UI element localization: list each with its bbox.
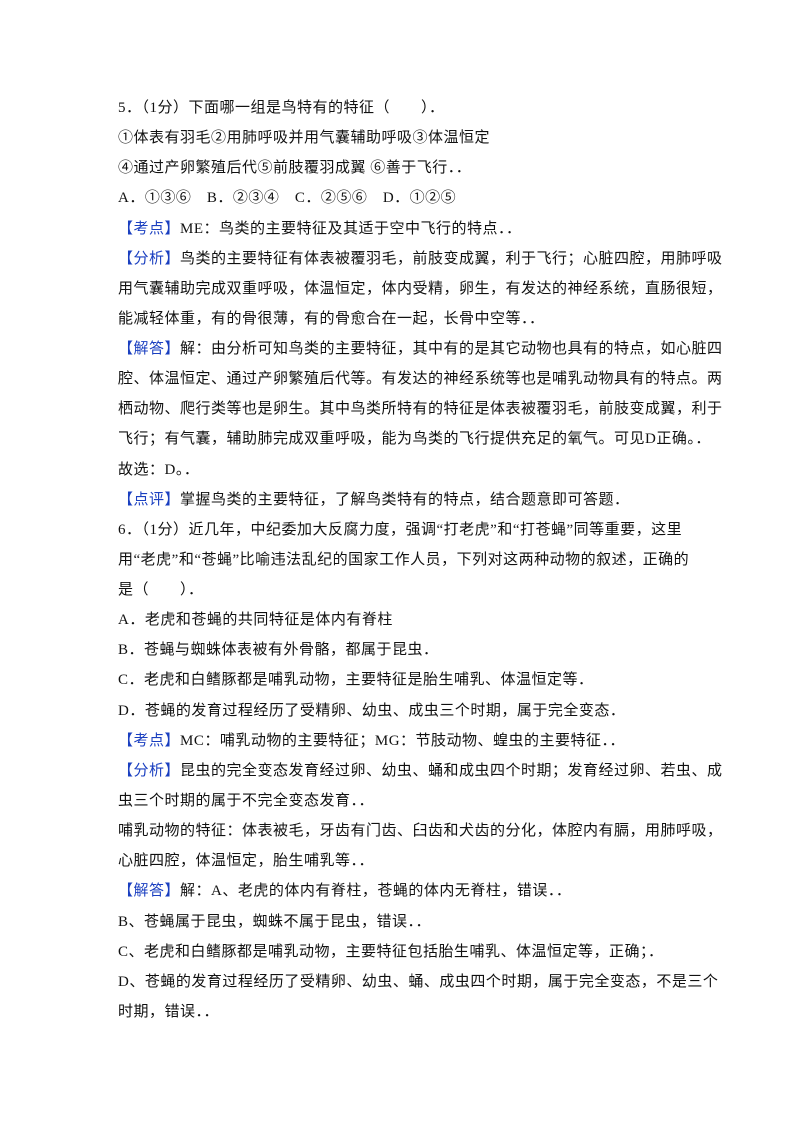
line-text: 掌握鸟类的主要特征，了解鸟类特有的特点，结合题意即可答题． bbox=[180, 491, 630, 508]
text-line: 飞行；有气囊，辅助肺完成双重呼吸，能为鸟类的飞行提供充足的氧气。可见D正确。． bbox=[118, 427, 710, 451]
text-line: 6．（1分）近几年，中纪委加大反腐力度，强调“打老虎”和“打苍蝇”同等重要，这里 bbox=[118, 518, 688, 542]
text-line: 哺乳动物的特征：体表被毛，牙齿有门齿、臼齿和犬齿的分化，体腔内有膈，用肺呼吸， bbox=[118, 819, 722, 843]
text-line: B．苍蝇与蜘蛛体表被有外骨骼，都属于昆虫． bbox=[118, 638, 688, 662]
text-line: 5．（1分）下面哪一组是鸟特有的特征（ ）． bbox=[118, 96, 688, 120]
text-line: 心脏四腔，体温恒定，胎生哺乳等．． bbox=[118, 849, 688, 873]
text-line: C．老虎和白鳍豚都是哺乳动物，主要特征是胎生哺乳、体温恒定等． bbox=[118, 668, 688, 692]
section-tag: 【分析】 bbox=[118, 762, 181, 779]
line-text: 栖动物、爬行类等也是卵生。其中鸟类所特有的特征是体表被覆羽毛，前肢变成翼，利于 bbox=[118, 401, 723, 418]
line-text: D．苍蝇的发育过程经历了受精卵、幼虫、成虫三个时期，属于完全变态． bbox=[118, 702, 626, 719]
line-text: A．①③⑥ B．②③④ C．②⑤⑥ D．①②⑤ bbox=[118, 190, 457, 207]
text-line: 【分析】昆虫的完全变态发育经过卵、幼虫、蛹和成虫四个时期；发育经过卵、若虫、成 bbox=[118, 759, 722, 783]
text-line: 栖动物、爬行类等也是卵生。其中鸟类所特有的特征是体表被覆羽毛，前肢变成翼，利于 bbox=[118, 397, 722, 421]
line-text: ④通过产卵繁殖后代⑤前肢覆羽成翼 ⑥善于飞行．． bbox=[118, 160, 472, 177]
line-text: 飞行；有气囊，辅助肺完成双重呼吸，能为鸟类的飞行提供充足的氧气。可见D正确。． bbox=[118, 431, 711, 448]
line-text: 故选：D。． bbox=[118, 461, 200, 478]
text-line: 用气囊辅助完成双重呼吸，体温恒定，体内受精，卵生，有发达的神经系统，直肠很短， bbox=[118, 277, 722, 301]
text-line: 【分析】鸟类的主要特征有体表被覆羽毛，前肢变成翼，利于飞行；心脏四腔，用肺呼吸 bbox=[118, 247, 722, 271]
line-text: B、苍蝇属于昆虫，蜘蛛不属于昆虫，错误．． bbox=[118, 913, 432, 930]
line-text: A．老虎和苍蝇的共同特征是体内有脊柱 bbox=[118, 612, 393, 629]
section-tag: 【解答】 bbox=[118, 883, 181, 900]
line-text: 6．（1分）近几年，中纪委加大反腐力度，强调“打老虎”和“打苍蝇”同等重要，这里 bbox=[118, 521, 683, 538]
line-text: ①体表有羽毛②用肺呼吸并用气囊辅助呼吸③体温恒定 bbox=[118, 130, 491, 147]
section-tag: 【分析】 bbox=[118, 250, 181, 267]
text-line: ④通过产卵繁殖后代⑤前肢覆羽成翼 ⑥善于飞行．． bbox=[118, 156, 688, 180]
line-text: C、老虎和白鳍豚都是哺乳动物，主要特征包括胎生哺乳、体温恒定等，正确；． bbox=[118, 943, 664, 960]
line-text: 用气囊辅助完成双重呼吸，体温恒定，体内受精，卵生，有发达的神经系统，直肠很短， bbox=[118, 280, 723, 297]
line-text: ME：鸟类的主要特征及其适于空中飞行的特点．． bbox=[180, 220, 522, 237]
text-line: D．苍蝇的发育过程经历了受精卵、幼虫、成虫三个时期，属于完全变态． bbox=[118, 699, 688, 723]
text-line: 【解答】解：由分析可知鸟类的主要特征，其中有的是其它动物也具有的特点，如心脏四 bbox=[118, 337, 722, 361]
text-line: 用“老虎”和“苍蝇”比喻违法乱纪的国家工作人员，下列对这两种动物的叙述，正确的 bbox=[118, 548, 690, 572]
line-text: MC：哺乳动物的主要特征；MG：节肢动物、蝗虫的主要特征．． bbox=[180, 732, 626, 749]
line-text: 用“老虎”和“苍蝇”比喻违法乱纪的国家工作人员，下列对这两种动物的叙述，正确的 bbox=[118, 551, 690, 568]
text-line: 虫三个时期的属于不完全变态发育．． bbox=[118, 789, 688, 813]
text-line: 腔、体温恒定、通过产卵繁殖后代等。有发达的神经系统等也是哺乳动物具有的特点。两 bbox=[118, 367, 722, 391]
text-line: 故选：D。． bbox=[118, 458, 688, 482]
line-text: 是（ ）． bbox=[118, 582, 204, 599]
line-text: 解：由分析可知鸟类的主要特征，其中有的是其它动物也具有的特点，如心脏四 bbox=[180, 341, 723, 358]
line-text: 能减轻体重，有的骨很薄，有的骨愈合在一起，长骨中空等．． bbox=[118, 310, 545, 327]
text-line: 能减轻体重，有的骨很薄，有的骨愈合在一起，长骨中空等．． bbox=[118, 307, 688, 331]
line-text: B．苍蝇与蜘蛛体表被有外骨骼，都属于昆虫． bbox=[118, 642, 439, 659]
text-line: C、老虎和白鳍豚都是哺乳动物，主要特征包括胎生哺乳、体温恒定等，正确；． bbox=[118, 940, 688, 964]
text-line: 【考点】MC：哺乳动物的主要特征；MG：节肢动物、蝗虫的主要特征．． bbox=[118, 729, 688, 753]
line-text: D、苍蝇的发育过程经历了受精卵、幼虫、蛹、成虫四个时期，属于完全变态，不是三个 bbox=[118, 973, 719, 990]
line-text: 腔、体温恒定、通过产卵繁殖后代等。有发达的神经系统等也是哺乳动物具有的特点。两 bbox=[118, 371, 723, 388]
text-line: 【点评】掌握鸟类的主要特征，了解鸟类特有的特点，结合题意即可答题． bbox=[118, 488, 688, 512]
text-line: B、苍蝇属于昆虫，蜘蛛不属于昆虫，错误．． bbox=[118, 910, 688, 934]
line-text: 时期，错误．． bbox=[118, 1003, 220, 1020]
line-text: 虫三个时期的属于不完全变态发育．． bbox=[118, 792, 375, 809]
text-line: 【解答】解：A、老虎的体内有脊柱，苍蝇的体内无脊柱，错误．． bbox=[118, 879, 688, 903]
section-tag: 【点评】 bbox=[118, 491, 181, 508]
line-text: 哺乳动物的特征：体表被毛，牙齿有门齿、臼齿和犬齿的分化，体腔内有膈，用肺呼吸， bbox=[118, 823, 723, 840]
line-text: 昆虫的完全变态发育经过卵、幼虫、蛹和成虫四个时期；发育经过卵、若虫、成 bbox=[180, 762, 723, 779]
line-text: C．老虎和白鳍豚都是哺乳动物，主要特征是胎生哺乳、体温恒定等． bbox=[118, 672, 594, 689]
text-line: 是（ ）． bbox=[118, 578, 688, 602]
text-line: A．老虎和苍蝇的共同特征是体内有脊柱 bbox=[118, 608, 688, 632]
section-tag: 【考点】 bbox=[118, 220, 181, 237]
text-line: D、苍蝇的发育过程经历了受精卵、幼虫、蛹、成虫四个时期，属于完全变态，不是三个 bbox=[118, 970, 718, 994]
section-tag: 【解答】 bbox=[118, 341, 181, 358]
line-text: 心脏四腔，体温恒定，胎生哺乳等．． bbox=[118, 853, 375, 870]
text-line: 时期，错误．． bbox=[118, 1000, 688, 1024]
line-text: 鸟类的主要特征有体表被覆羽毛，前肢变成翼，利于飞行；心脏四腔，用肺呼吸 bbox=[180, 250, 723, 267]
text-line: A．①③⑥ B．②③④ C．②⑤⑥ D．①②⑤ bbox=[118, 186, 688, 210]
text-line: 【考点】ME：鸟类的主要特征及其适于空中飞行的特点．． bbox=[118, 217, 688, 241]
line-text: 解：A、老虎的体内有脊柱，苍蝇的体内无脊柱，错误．． bbox=[180, 883, 572, 900]
section-tag: 【考点】 bbox=[118, 732, 181, 749]
text-line: ①体表有羽毛②用肺呼吸并用气囊辅助呼吸③体温恒定 bbox=[118, 126, 688, 150]
line-text: 5．（1分）下面哪一组是鸟特有的特征（ ）． bbox=[118, 100, 445, 116]
